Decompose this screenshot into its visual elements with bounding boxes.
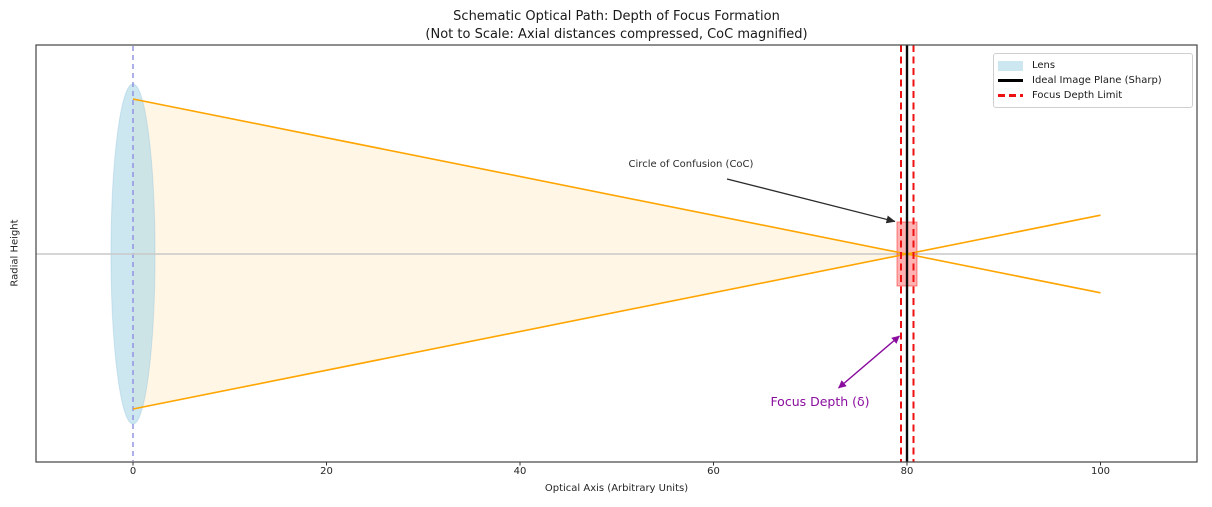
upper-marginal-ray <box>132 98 1101 294</box>
x-axis-label: Optical Axis (Arbitrary Units) <box>544 483 689 494</box>
lens-patch-swatch <box>998 60 1023 71</box>
lower-marginal-ray <box>132 214 1101 410</box>
x-tick-label-100: 100 <box>1090 466 1111 477</box>
legend-label-focus-depth-limit: Focus Depth Limit <box>1032 90 1123 101</box>
coc-annotation-text: Circle of Confusion (CoC) <box>628 159 754 170</box>
legend-label-lens: Lens <box>1032 60 1056 71</box>
x-tick-label-20: 20 <box>320 466 333 477</box>
title-line-2: (Not to Scale: Axial distances compresse… <box>425 26 808 42</box>
focus-depth-annotation-text: Focus Depth (δ) <box>770 394 870 409</box>
solid-line-swatch <box>998 79 1023 82</box>
x-tick-label-60: 60 <box>707 466 720 477</box>
coc-annotation-arrow <box>726 178 896 224</box>
x-tick-label-0: 0 <box>129 466 137 477</box>
x-tick-label-80: 80 <box>900 466 914 477</box>
focus-depth-arrow <box>838 335 900 389</box>
title-line-1: Schematic Optical Path: Depth of Focus F… <box>453 9 780 24</box>
legend-label-ideal-image-plane: Ideal Image Plane (Sharp) <box>1032 75 1162 86</box>
legend-item-lens: Lens <box>998 58 1188 73</box>
legend-item-ideal-image-plane: Ideal Image Plane (Sharp) <box>998 73 1188 88</box>
legend-item-focus-depth-limit: Focus Depth Limit <box>998 88 1188 103</box>
dashed-line-swatch <box>998 94 1023 97</box>
y-axis-label: Radial Height <box>9 219 21 287</box>
chart-title: Schematic Optical Path: Depth of Focus F… <box>36 8 1197 43</box>
axes-frame <box>35 44 1198 463</box>
legend: Lens Ideal Image Plane (Sharp) Focus Dep… <box>993 53 1193 108</box>
x-tick-label-40: 40 <box>513 466 527 477</box>
